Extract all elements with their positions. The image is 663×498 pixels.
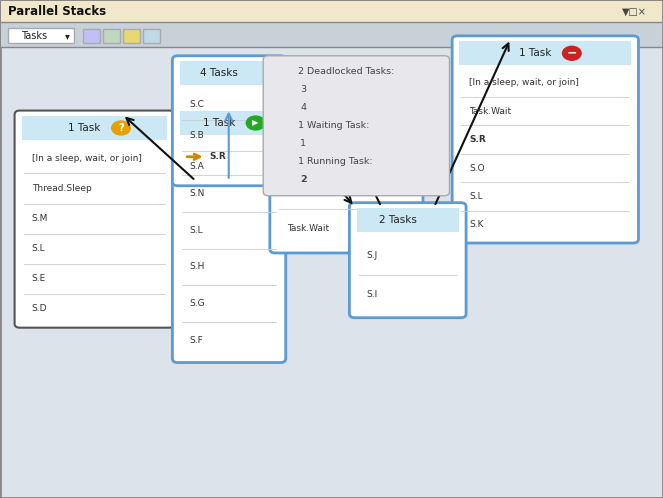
Text: S.L: S.L (469, 192, 483, 201)
FancyBboxPatch shape (459, 41, 631, 65)
Text: S.J: S.J (367, 250, 378, 259)
Text: 1: 1 (300, 139, 306, 148)
Text: [In a sleep, wait, or join]: [In a sleep, wait, or join] (32, 154, 142, 163)
Text: S.E: S.E (32, 274, 46, 283)
Circle shape (278, 120, 294, 132)
Text: 3: 3 (300, 85, 306, 94)
Text: −: − (368, 146, 378, 159)
FancyBboxPatch shape (349, 203, 466, 318)
Text: S.R: S.R (469, 135, 486, 144)
Text: Task.Wait: Task.Wait (469, 107, 512, 116)
FancyBboxPatch shape (22, 116, 167, 140)
FancyBboxPatch shape (357, 208, 459, 232)
Text: −: − (280, 65, 291, 78)
Circle shape (246, 116, 265, 130)
Text: S.R: S.R (210, 152, 226, 161)
Circle shape (562, 46, 581, 60)
Text: 2 Deadlocked Tasks:: 2 Deadlocked Tasks: (298, 67, 394, 76)
Circle shape (111, 121, 131, 135)
FancyBboxPatch shape (270, 135, 423, 253)
FancyBboxPatch shape (452, 36, 638, 243)
FancyBboxPatch shape (180, 61, 278, 85)
Text: 2 Tasks: 2 Tasks (379, 215, 417, 225)
Text: ▶: ▶ (253, 118, 259, 127)
Text: 2: 2 (300, 175, 307, 184)
Text: 1 Task: 1 Task (68, 123, 101, 133)
FancyBboxPatch shape (277, 141, 416, 165)
Text: ▾: ▾ (65, 31, 70, 41)
FancyBboxPatch shape (143, 29, 160, 43)
Text: S.H: S.H (190, 262, 205, 271)
Text: S.O: S.O (469, 163, 485, 173)
FancyBboxPatch shape (103, 29, 120, 43)
Text: S.K: S.K (469, 220, 484, 230)
FancyBboxPatch shape (172, 106, 286, 363)
Text: Parallel Stacks: Parallel Stacks (8, 5, 106, 18)
Text: Thread.Sleep: Thread.Sleep (32, 184, 91, 193)
Text: S.B: S.B (190, 130, 204, 140)
Text: 4: 4 (300, 103, 306, 112)
Text: Task.Wait: Task.Wait (287, 224, 330, 234)
Text: 1 Task: 1 Task (320, 148, 353, 158)
FancyBboxPatch shape (180, 111, 278, 135)
Text: [In a sleep, wait, or join]: [In a sleep, wait, or join] (469, 78, 579, 88)
FancyBboxPatch shape (1, 23, 662, 47)
FancyBboxPatch shape (123, 29, 140, 43)
Text: 4 Tasks: 4 Tasks (200, 68, 238, 78)
Text: S.A: S.A (190, 162, 204, 171)
Text: ?: ? (283, 121, 288, 131)
Text: 1 Waiting Task:: 1 Waiting Task: (298, 121, 370, 130)
FancyBboxPatch shape (263, 56, 450, 196)
Text: S.F: S.F (190, 336, 204, 345)
Text: 1 Task: 1 Task (203, 118, 235, 128)
Circle shape (364, 146, 382, 160)
Text: S.I: S.I (367, 290, 378, 299)
Text: S.L: S.L (190, 226, 204, 235)
FancyBboxPatch shape (172, 56, 286, 186)
FancyBboxPatch shape (15, 111, 174, 328)
Text: S.M: S.M (32, 214, 48, 223)
Text: ?: ? (118, 123, 124, 133)
Text: 1 Running Task:: 1 Running Task: (298, 157, 373, 166)
FancyBboxPatch shape (8, 28, 74, 43)
Circle shape (278, 66, 294, 78)
Text: ▶: ▶ (282, 157, 289, 166)
Text: S.N: S.N (190, 189, 205, 198)
Text: Tasks: Tasks (21, 31, 47, 41)
Text: −: − (567, 47, 577, 60)
Text: S.C: S.C (190, 100, 204, 109)
Text: S.D: S.D (32, 304, 47, 313)
Text: S.L: S.L (32, 244, 46, 253)
Text: [In a sleep, wait, or join]: [In a sleep, wait, or join] (287, 184, 397, 193)
Text: ▼□×: ▼□× (621, 6, 646, 17)
FancyBboxPatch shape (83, 29, 100, 43)
Text: 1 Task: 1 Task (519, 48, 552, 58)
FancyBboxPatch shape (1, 1, 662, 22)
Circle shape (278, 156, 294, 168)
Text: S.G: S.G (190, 299, 206, 308)
